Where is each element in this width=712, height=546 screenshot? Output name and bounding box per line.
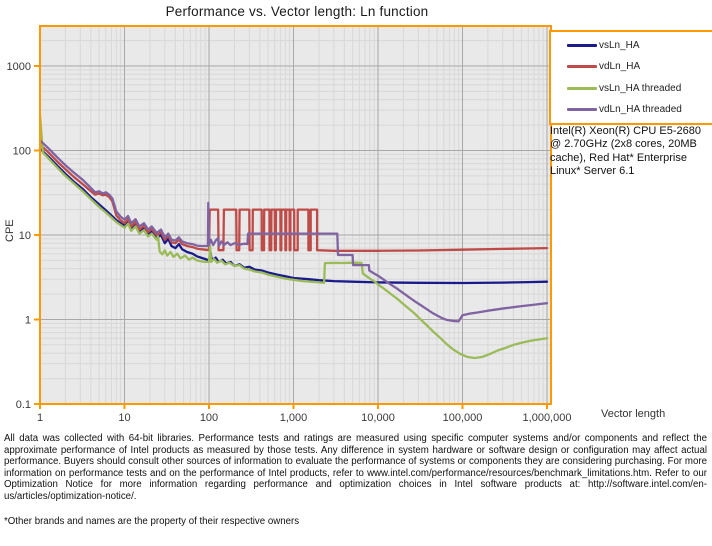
svg-text:1,000,000: 1,000,000 bbox=[523, 412, 572, 424]
y-tick-labels: 0.1 1 10 100 1000 bbox=[7, 61, 31, 411]
axis-ticks bbox=[34, 65, 548, 409]
svg-text:10,000: 10,000 bbox=[361, 412, 395, 424]
legend-color-line bbox=[567, 107, 597, 111]
legend: vsLn_HA vdLn_HA vsLn_HA threaded vdLn_HA th… bbox=[549, 30, 712, 125]
brands-note: *Other brands and names are the property… bbox=[4, 516, 300, 527]
svg-text:10: 10 bbox=[118, 412, 130, 424]
series-line-vdLn_HA bbox=[38, 143, 549, 252]
legend-item: vdLn_HA bbox=[567, 61, 712, 72]
svg-text:1,000: 1,000 bbox=[280, 412, 308, 424]
legend-label: vsLn_HA bbox=[599, 40, 640, 52]
legend-label: vdLn_HA bbox=[599, 61, 641, 73]
svg-text:100: 100 bbox=[200, 412, 218, 424]
legend-color-line bbox=[567, 86, 597, 90]
y-axis-title: CPE bbox=[4, 219, 16, 242]
system-info-text: Intel(R) Xeon(R) CPU E5-2680 @ 2.70GHz (… bbox=[550, 125, 702, 178]
series-line-vsLn_HA bbox=[38, 147, 549, 285]
legend-item: vsLn_HA bbox=[567, 40, 712, 51]
disclaimer-text: All data was collected with 64-bit libra… bbox=[4, 433, 707, 502]
plot-background bbox=[40, 26, 551, 404]
legend-item: vsLn_HA threaded bbox=[567, 83, 712, 94]
svg-text:0.1: 0.1 bbox=[16, 399, 31, 411]
x-tick-labels: 1 10 100 1,000 10,000 100,000 1,000,000 bbox=[37, 412, 572, 424]
series-line-vdLn_HA-threaded bbox=[38, 139, 549, 323]
legend-color-line bbox=[567, 65, 597, 69]
svg-text:1: 1 bbox=[37, 412, 43, 424]
legend-label: vdLn_HA threaded bbox=[599, 103, 682, 115]
legend-item: vdLn_HA threaded bbox=[567, 104, 712, 115]
series-line-vsLn_HA-threaded bbox=[38, 113, 549, 360]
svg-text:1: 1 bbox=[25, 315, 31, 327]
svg-text:10: 10 bbox=[19, 230, 31, 242]
svg-text:100,000: 100,000 bbox=[443, 412, 483, 424]
plot-border bbox=[39, 25, 552, 405]
svg-text:100: 100 bbox=[13, 146, 31, 158]
legend-label: vsLn_HA threaded bbox=[599, 82, 682, 94]
x-axis-title: Vector length bbox=[601, 408, 666, 420]
chart-title: Performance vs. Vector length: Ln functi… bbox=[165, 4, 429, 19]
svg-text:1000: 1000 bbox=[7, 61, 31, 73]
legend-color-line bbox=[567, 44, 597, 48]
